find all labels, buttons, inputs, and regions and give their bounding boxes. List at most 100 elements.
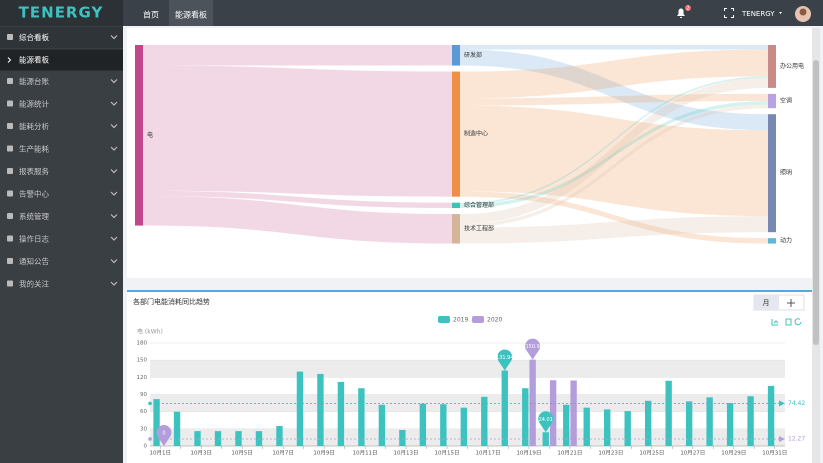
menu-item[interactable]: 生产能耗 (19, 144, 49, 154)
bar[interactable] (542, 432, 549, 446)
header-icons (677, 6, 811, 22)
bar[interactable] (529, 359, 536, 446)
bar[interactable] (419, 403, 427, 446)
menu-item[interactable]: 综合看板 (19, 32, 49, 42)
user-name[interactable]: TENERGY (741, 10, 775, 18)
bar[interactable] (706, 397, 713, 446)
bell-icon[interactable] (677, 8, 685, 19)
bar[interactable] (747, 396, 754, 446)
toolbox-icon[interactable] (794, 318, 802, 326)
sankey-link (460, 49, 768, 131)
toggle-plus[interactable] (787, 299, 795, 307)
menu-chevron (110, 169, 118, 174)
sankey-node (452, 202, 460, 209)
bar[interactable] (153, 399, 160, 446)
menu-icon (7, 123, 13, 129)
scroll-thumb[interactable] (813, 60, 819, 345)
bar[interactable] (549, 380, 557, 446)
menu-item[interactable]: 通知公告 (19, 256, 49, 266)
submenu-active-bg (0, 49, 123, 71)
bar[interactable] (440, 404, 447, 446)
logo: TENERGY (19, 4, 104, 22)
bar[interactable] (296, 371, 304, 446)
chart-title: 各部门电能消耗同比趋势 (133, 297, 210, 306)
bar[interactable] (460, 407, 467, 446)
bar[interactable] (173, 411, 181, 446)
x-tick-label: 10月17日 (475, 450, 500, 457)
bar[interactable] (624, 411, 631, 446)
y-axis-name: 电 (kWh) (137, 328, 163, 336)
bar[interactable] (522, 388, 529, 446)
menu-item[interactable]: 能耗分析 (19, 121, 49, 131)
menu-icon (7, 100, 13, 107)
menu-item[interactable]: 告警中心 (19, 189, 49, 199)
sankey-panel (127, 28, 818, 278)
menu-item[interactable]: 报表服务 (19, 166, 49, 176)
bar[interactable] (726, 403, 734, 446)
menu-item[interactable]: 我的关注 (19, 279, 49, 289)
sankey-link (460, 49, 768, 99)
menu-item[interactable]: 能源统计 (19, 99, 49, 109)
mark-pin-label: 24.01 (539, 417, 553, 423)
bar[interactable] (214, 431, 222, 446)
bar[interactable] (235, 431, 242, 446)
menu-item[interactable]: 操作日志 (19, 234, 49, 244)
legend-label[interactable]: 2019 (453, 317, 468, 324)
menu-chevron (110, 281, 118, 286)
mark-pin (156, 425, 172, 446)
y-tick-label: 150 (137, 358, 148, 364)
bar[interactable] (685, 401, 693, 446)
sankey-node-label: 动力 (780, 236, 792, 244)
bar[interactable] (644, 400, 652, 446)
sankey-node (452, 71, 460, 197)
bar[interactable] (481, 396, 488, 446)
bar[interactable] (255, 431, 263, 446)
bar[interactable] (604, 409, 611, 446)
menu-chevron (110, 124, 118, 129)
sankey-node (768, 45, 776, 88)
y-tick-label: 0 (144, 444, 148, 450)
mark-pin (497, 349, 513, 371)
split-area (150, 360, 785, 378)
menu-icon (7, 190, 13, 197)
tab[interactable]: 首页 (143, 10, 159, 20)
sankey-link (460, 45, 768, 50)
sankey-link (460, 76, 768, 205)
average-arrow (779, 435, 785, 442)
bar[interactable] (665, 380, 672, 446)
toolbox-icon[interactable] (771, 319, 779, 326)
mark-pin-label: 150.9 (525, 344, 539, 350)
x-tick-label: 10月9日 (313, 450, 335, 457)
bar[interactable] (399, 429, 406, 446)
menu-item[interactable]: 系统管理 (19, 211, 49, 221)
bar[interactable] (570, 380, 577, 446)
bar[interactable] (337, 381, 345, 446)
toggle-button[interactable]: 月 (763, 299, 770, 307)
submenu-item[interactable]: 能源看板 (19, 55, 49, 65)
fullscreen-icon[interactable] (724, 8, 734, 18)
bar[interactable] (563, 404, 570, 446)
menu-chevron (110, 35, 118, 40)
bar[interactable] (378, 404, 386, 446)
sankey-node (768, 238, 776, 244)
bar[interactable] (583, 407, 590, 446)
legend-swatch[interactable] (438, 316, 450, 323)
bar[interactable] (358, 388, 365, 446)
y-tick-label: 60 (140, 409, 147, 415)
menu-item[interactable]: 能源台账 (19, 76, 49, 86)
bar[interactable] (501, 370, 508, 446)
logo-area (0, 0, 123, 26)
legend-swatch[interactable] (472, 316, 484, 323)
user-caret[interactable] (779, 12, 782, 14)
menu-chevron (110, 259, 118, 264)
bar[interactable] (767, 385, 775, 446)
bar[interactable] (194, 431, 201, 446)
menu-chevron (110, 79, 118, 84)
tab[interactable]: 能源看板 (175, 10, 207, 20)
legend-label[interactable]: 2020 (487, 317, 502, 324)
x-tick-label: 10月5日 (231, 450, 253, 457)
bar[interactable] (276, 425, 283, 446)
bar[interactable] (317, 373, 324, 446)
toolbox-icon[interactable] (785, 318, 792, 326)
